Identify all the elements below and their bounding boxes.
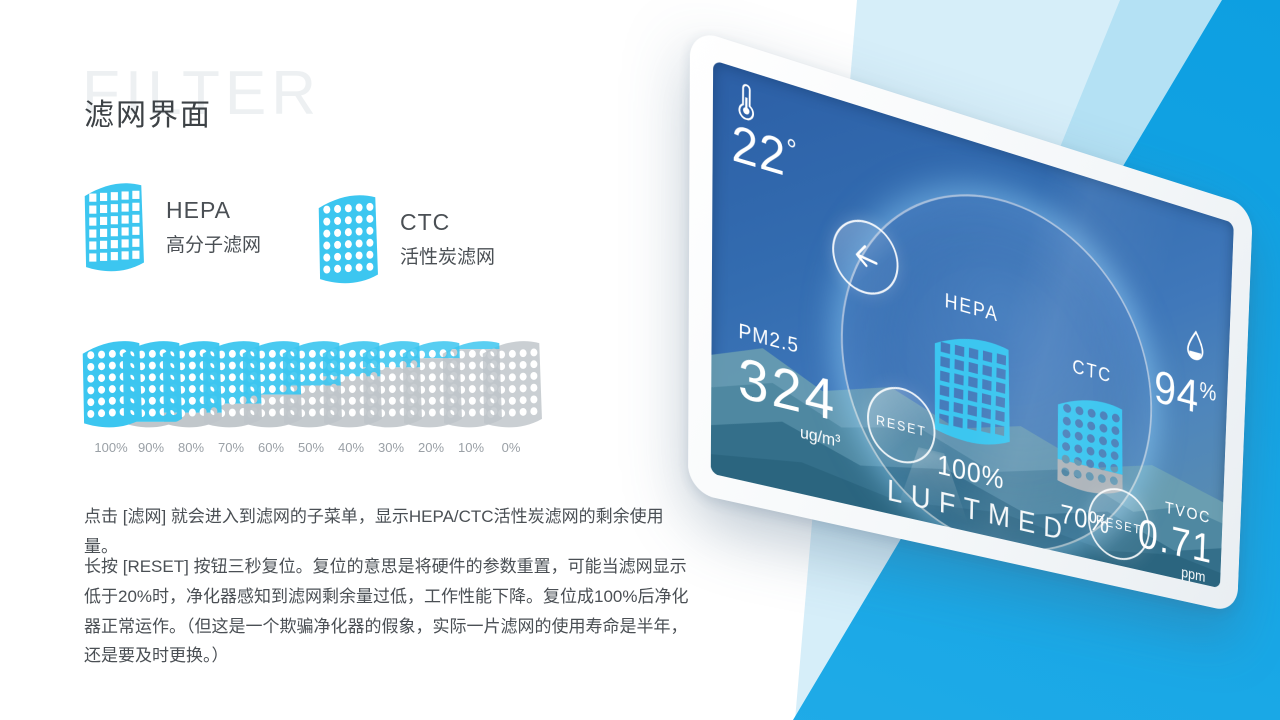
back-arrow-icon	[844, 235, 886, 280]
instruction-reset: 长按 [RESET] 按钮三秒复位。复位的意思是将硬件的参数重置，可能当滤网显示…	[84, 552, 702, 671]
screen-hepa-filter-icon	[924, 317, 1017, 462]
legend-hepa-name: HEPA	[166, 197, 261, 224]
legend-ctc-text: CTC 活性炭滤网	[400, 209, 495, 269]
temperature-number: 22	[731, 113, 786, 187]
filter-life-step: 100%	[76, 334, 146, 455]
legend-hepa-desc: 高分子滤网	[166, 230, 261, 257]
ctc-filter-icon	[312, 188, 382, 290]
legend-ctc-name: CTC	[400, 209, 495, 236]
humidity-number: 94	[1153, 359, 1200, 422]
slide: FILTER 滤网界面 HEPA 高分子滤网 CTC 活性炭滤网 100%	[0, 0, 1280, 720]
temperature-unit: °	[786, 132, 798, 168]
legend-ctc: CTC 活性炭滤网	[312, 188, 495, 290]
temperature-value: 22°	[731, 115, 798, 188]
humidity-unit: %	[1199, 376, 1218, 406]
filter-life-scale: 100% 90% 80% 70% 60% 50% 40%	[76, 334, 556, 452]
legend-hepa: HEPA 高分子滤网	[78, 176, 261, 278]
filter-life-label: 100%	[76, 440, 146, 455]
page-title: 滤网界面	[84, 90, 212, 134]
temperature-block: 22°	[731, 77, 798, 188]
legend-hepa-text: HEPA 高分子滤网	[166, 197, 261, 257]
filter-life-icon	[76, 334, 146, 434]
hepa-filter-icon	[78, 176, 148, 278]
humidity-block: 94%	[1153, 319, 1219, 428]
humidity-drop-icon	[1185, 327, 1206, 364]
legend-ctc-desc: 活性炭滤网	[400, 242, 495, 269]
